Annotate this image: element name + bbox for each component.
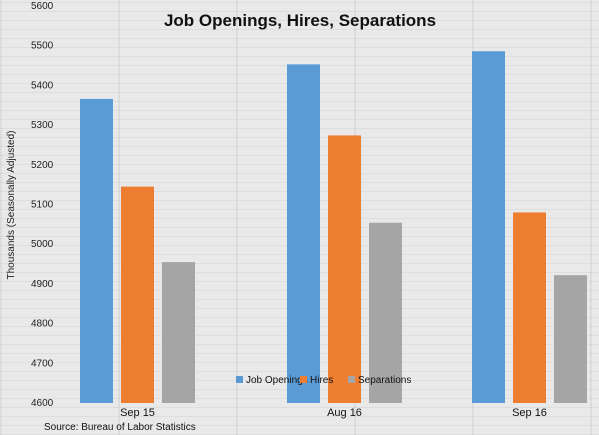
legend-swatch <box>236 376 243 383</box>
x-tick-label: Aug 16 <box>327 407 362 419</box>
y-tick-label: 5100 <box>31 200 54 211</box>
y-tick-label: 4900 <box>31 279 54 290</box>
y-tick-label: 5300 <box>31 120 54 131</box>
legend-swatch <box>348 376 355 383</box>
y-tick-label: 4600 <box>31 398 54 409</box>
bar <box>328 135 361 403</box>
x-axis-categories: Sep 15 Aug 16 Sep 16 <box>120 407 547 419</box>
legend: Job Openings Hires Separations <box>236 375 411 386</box>
bar <box>162 262 195 403</box>
source-note: Source: Bureau of Labor Statistics <box>44 422 196 433</box>
y-tick-label: 5600 <box>31 1 54 12</box>
y-tick-label: 4700 <box>31 358 54 369</box>
bar <box>121 186 154 403</box>
y-axis-ticks: 4600 4700 4800 4900 5000 5100 5200 5300 5400 5500… <box>31 1 54 409</box>
x-tick-label: Sep 16 <box>512 407 547 419</box>
y-tick-label: 5200 <box>31 160 54 171</box>
y-tick-label: 5000 <box>31 239 54 250</box>
y-axis-label: Thousands (Seasonally Adjusted) <box>6 131 17 280</box>
legend-label: Job Openings <box>246 375 308 386</box>
legend-swatch <box>300 376 307 383</box>
bar <box>80 98 113 403</box>
bars <box>80 51 587 404</box>
legend-label: Hires <box>310 375 333 386</box>
bar <box>287 64 320 403</box>
legend-label: Separations <box>358 375 411 386</box>
chart-title: Job Openings, Hires, Separations <box>164 11 436 30</box>
x-tick-label: Sep 15 <box>120 407 155 419</box>
y-tick-label: 4800 <box>31 319 54 330</box>
bar <box>472 51 505 404</box>
bar <box>369 222 402 403</box>
y-tick-label: 5400 <box>31 80 54 91</box>
bar <box>554 275 587 403</box>
y-tick-label: 5500 <box>31 41 54 52</box>
bar <box>513 212 546 403</box>
